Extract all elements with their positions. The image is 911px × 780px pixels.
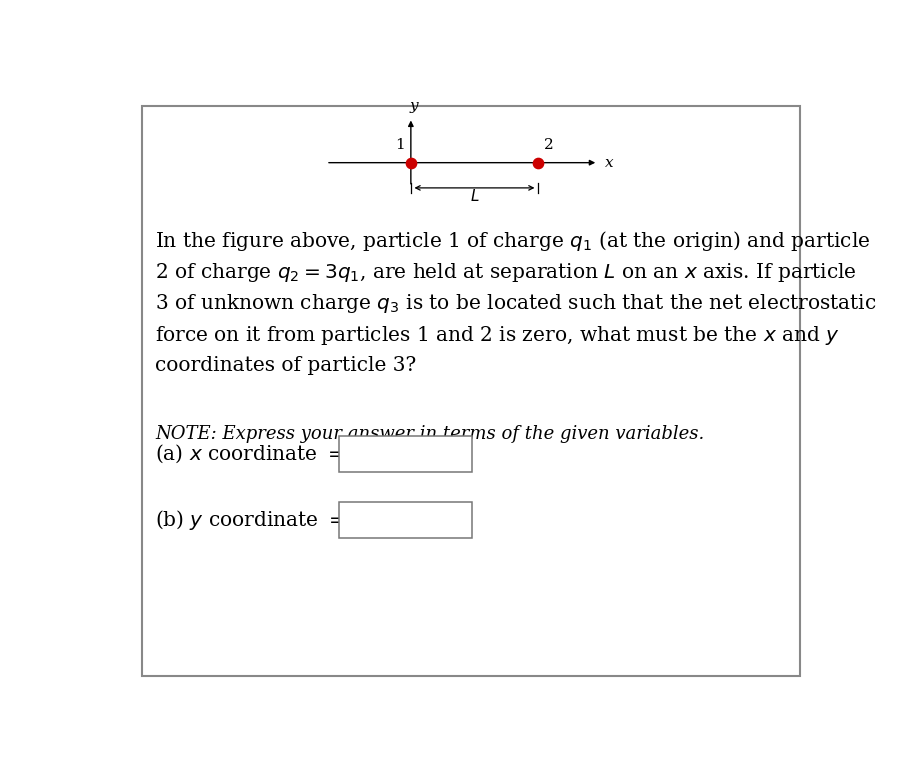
FancyBboxPatch shape bbox=[338, 502, 471, 538]
Text: (b) $y$ coordinate $=$: (b) $y$ coordinate $=$ bbox=[155, 508, 344, 532]
Text: 2: 2 bbox=[543, 138, 553, 152]
Text: force on it from particles 1 and 2 is zero, what must be the $x$ and $y$: force on it from particles 1 and 2 is ze… bbox=[155, 324, 839, 347]
FancyBboxPatch shape bbox=[142, 105, 799, 676]
Text: coordinates of particle 3?: coordinates of particle 3? bbox=[155, 356, 415, 375]
Point bbox=[530, 157, 545, 169]
Text: (a) $x$ coordinate $=$: (a) $x$ coordinate $=$ bbox=[155, 443, 343, 465]
Text: 1: 1 bbox=[395, 138, 404, 152]
Text: y: y bbox=[409, 99, 417, 113]
Text: 3 of unknown charge $q_3$ is to be located such that the net electrostatic: 3 of unknown charge $q_3$ is to be locat… bbox=[155, 292, 875, 315]
Text: x: x bbox=[605, 156, 613, 170]
Text: 2 of charge $q_2 = 3q_1$, are held at separation $L$ on an $x$ axis. If particle: 2 of charge $q_2 = 3q_1$, are held at se… bbox=[155, 261, 856, 284]
Text: $L$: $L$ bbox=[469, 189, 479, 204]
Point bbox=[404, 157, 418, 169]
Text: In the figure above, particle 1 of charge $q_1$ (at the origin) and particle: In the figure above, particle 1 of charg… bbox=[155, 229, 870, 253]
Text: NOTE: Express your answer in terms of the given variables.: NOTE: Express your answer in terms of th… bbox=[155, 425, 703, 443]
FancyBboxPatch shape bbox=[338, 436, 471, 472]
